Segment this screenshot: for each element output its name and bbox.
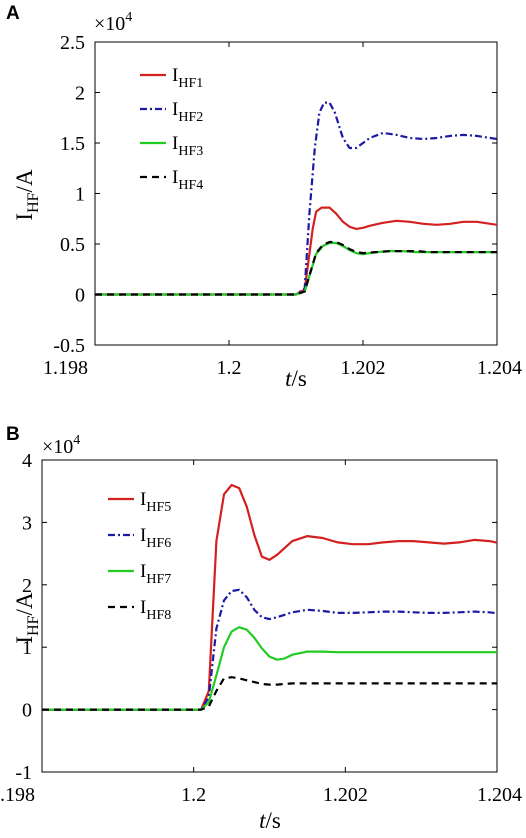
- x-tick-label: 1.202: [341, 357, 386, 379]
- series-line-hf4: [95, 240, 497, 296]
- y-tick-label: 0.5: [60, 234, 85, 256]
- legend-label-hf8: IHF8: [140, 597, 171, 623]
- x-axis-label: t/s: [259, 808, 281, 833]
- y-tick-label: -1: [15, 762, 32, 784]
- y-tick-label: 3: [22, 512, 32, 534]
- y-tick-label: 2: [75, 83, 85, 105]
- x-tick-label: 1.198: [43, 357, 88, 379]
- legend-label-hf7: IHF7: [140, 561, 171, 587]
- y-tick-label: 0: [75, 285, 85, 307]
- y-tick-label: 1.5: [60, 133, 85, 155]
- x-tick-label: 1.204: [477, 357, 522, 379]
- x-tick-label: 1.202: [323, 784, 368, 806]
- y-tick-label: 1: [75, 184, 85, 206]
- series-line-hf3: [95, 241, 497, 296]
- legend-label-hf5: IHF5: [140, 489, 171, 515]
- x-tick-label: 1.2: [217, 357, 242, 379]
- series-line-hf5: [42, 483, 497, 711]
- plot-frame: [94, 41, 498, 346]
- series-line-hf8: [42, 676, 497, 711]
- panel-label: A: [6, 3, 20, 24]
- y-tick-label: 1: [22, 637, 32, 659]
- series-line-hf1: [95, 206, 497, 296]
- y-tick-label: 4: [22, 450, 32, 472]
- y-tick-label: 2: [22, 575, 32, 597]
- y-tick-label: 0: [22, 700, 32, 722]
- y-axis-label: IHF/A: [12, 592, 42, 644]
- panel-label: B: [6, 424, 20, 445]
- y-axis-label: IHF/A: [12, 169, 42, 221]
- legend-label-hf3: IHF3: [172, 133, 203, 159]
- x-tick-label: 1.198: [0, 784, 35, 806]
- y-tick-label: 2.5: [60, 32, 85, 54]
- chart-panel-b: B -1 0 1 2 3 4 1.198 1.2 1.202 1.204 ×104 IHF/A t/s IH…: [0, 424, 522, 833]
- legend-label-hf4: IHF4: [172, 167, 203, 193]
- plot-frame: [41, 459, 498, 773]
- legend-label-hf2: IHF2: [172, 99, 203, 125]
- axis-multiplier: ×104: [42, 433, 80, 458]
- x-axis-label: t/s: [285, 366, 307, 391]
- y-tick-label: -0.5: [53, 335, 85, 357]
- x-tick-label: 1.2: [181, 784, 206, 806]
- chart-panel-a: A -0.5 0 0.5 1 1.5 2 2.5 1.198 1.2 1.202 1.204 ×104 I…: [6, 3, 522, 391]
- series-line-hf7: [42, 626, 497, 711]
- series-line-hf6: [42, 588, 497, 711]
- legend-label-hf6: IHF6: [140, 525, 171, 551]
- axis-multiplier: ×104: [94, 10, 132, 35]
- x-tick-label: 1.204: [477, 784, 522, 806]
- series-line-hf2: [95, 101, 497, 296]
- legend-label-hf1: IHF1: [172, 65, 203, 91]
